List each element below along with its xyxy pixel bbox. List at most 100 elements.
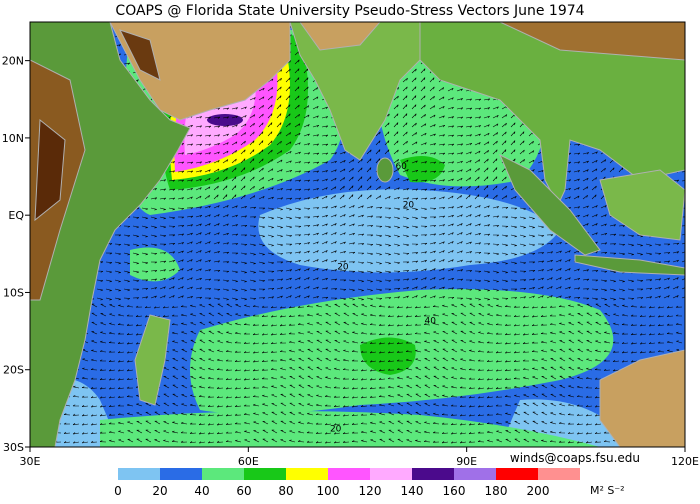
wind-vector	[522, 306, 530, 309]
wind-vector	[189, 403, 197, 407]
wind-vector	[163, 375, 170, 380]
wind-vector	[501, 297, 509, 300]
wind-vector	[285, 197, 293, 200]
wind-vector	[330, 269, 338, 272]
wind-vector	[450, 423, 458, 426]
wind-vector	[249, 97, 256, 101]
wind-vector	[123, 261, 130, 265]
wind-vector	[636, 288, 644, 291]
wind-vector	[459, 405, 467, 408]
wind-vector	[249, 131, 255, 137]
wind-vector	[402, 159, 409, 164]
wind-vector	[378, 305, 386, 308]
wind-vector	[289, 384, 296, 389]
wind-vector	[285, 150, 292, 155]
wind-vector	[198, 404, 206, 407]
wind-vector	[249, 176, 255, 182]
wind-vector	[204, 241, 211, 245]
wind-vector	[477, 387, 485, 390]
wind-vector	[402, 278, 410, 281]
wind-vector	[159, 179, 167, 182]
wind-vector	[603, 350, 611, 353]
wind-vector	[126, 360, 134, 363]
wind-vector	[591, 177, 598, 182]
wind-vector	[108, 359, 116, 362]
wind-vector	[402, 270, 410, 273]
wind-vector	[339, 194, 345, 200]
wind-vector	[267, 252, 274, 256]
wind-vector	[343, 312, 350, 317]
wind-vector	[387, 333, 395, 336]
wind-vector	[222, 133, 229, 137]
wind-vector	[375, 288, 383, 292]
wind-vector	[456, 186, 463, 191]
wind-vector	[487, 439, 494, 443]
wind-vector	[270, 368, 278, 371]
wind-vector	[585, 441, 593, 444]
wind-vector	[276, 150, 283, 155]
wind-vector	[213, 177, 220, 182]
y-tick-label: 10S	[3, 286, 24, 299]
wind-vector	[420, 86, 426, 92]
wind-vector	[267, 296, 275, 299]
wind-vector	[357, 243, 365, 246]
wind-vector	[456, 169, 463, 173]
wind-vector	[217, 303, 224, 308]
wind-vector	[540, 332, 548, 335]
wind-vector	[294, 295, 301, 299]
wind-vector	[393, 149, 399, 155]
colorbar-tick-label: 160	[443, 484, 466, 498]
wind-vector	[582, 297, 590, 300]
wind-vector	[474, 159, 481, 164]
wind-vector	[492, 297, 499, 301]
wind-vector	[550, 421, 557, 425]
wind-vector	[474, 279, 482, 282]
wind-vector	[549, 440, 557, 443]
wind-vector	[564, 277, 571, 281]
wind-vector	[510, 261, 517, 265]
wind-vector	[249, 185, 255, 191]
wind-vector	[159, 260, 167, 263]
wind-vector	[177, 268, 184, 272]
wind-vector	[429, 233, 437, 236]
wind-vector	[483, 205, 490, 209]
wind-vector	[612, 369, 620, 372]
wind-vector	[279, 324, 287, 327]
wind-vector	[190, 394, 197, 398]
wind-vector	[627, 297, 635, 300]
wind-vector	[172, 366, 179, 371]
wind-vector	[118, 421, 125, 425]
wind-vector	[190, 322, 197, 326]
wind-vector	[361, 313, 368, 317]
wind-vector	[360, 422, 368, 425]
wind-vector	[405, 332, 413, 335]
wind-vector	[261, 377, 269, 380]
wind-vector	[612, 341, 620, 344]
wind-vector	[603, 440, 611, 443]
wind-vector	[456, 232, 463, 236]
wind-vector	[276, 295, 283, 299]
wind-vector	[357, 194, 363, 200]
wind-vector	[432, 431, 440, 434]
wind-vector	[519, 279, 527, 282]
wind-vector	[270, 324, 278, 327]
wind-vector	[177, 233, 185, 236]
wind-vector	[537, 269, 545, 272]
wind-vector	[379, 412, 386, 416]
wind-vector	[159, 252, 167, 255]
wind-vector	[195, 206, 203, 209]
wind-vector	[333, 432, 341, 435]
wind-vector	[504, 360, 512, 363]
wind-vector	[573, 287, 581, 290]
wind-vector	[360, 387, 368, 390]
wind-vector	[258, 288, 266, 291]
wind-vector	[591, 168, 598, 173]
wind-vector	[510, 216, 518, 219]
wind-vector	[303, 105, 310, 110]
wind-vector	[510, 270, 518, 274]
wind-vector	[330, 214, 337, 218]
wind-vector	[280, 429, 287, 434]
wind-vector	[442, 339, 449, 344]
wind-vector	[207, 432, 215, 435]
